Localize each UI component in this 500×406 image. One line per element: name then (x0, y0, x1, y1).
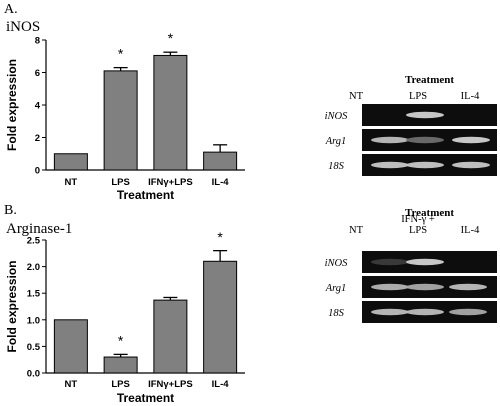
y-tick-label: 0.5 (27, 342, 41, 353)
x-axis-title: Treatment (117, 188, 174, 202)
lane-label: NT (349, 225, 364, 236)
y-tick-label: 0 (35, 166, 40, 177)
gel-band (406, 308, 444, 316)
chart-inos: 0 2 4 6 8 NT * LPS * IFNγ+LPS IL-4 Treatment Fold ex… (5, 30, 245, 202)
bar (153, 54, 188, 171)
bar (53, 153, 88, 171)
y-tick-label: 1.5 (27, 289, 41, 300)
gel-band (406, 111, 444, 119)
panel-letter-b: B. (4, 203, 17, 218)
y-axis-title: Fold expression (5, 59, 19, 151)
lane-label: LPS (409, 91, 427, 102)
gel-band (371, 308, 409, 316)
lane-label: IL-4 (461, 225, 480, 236)
gel-row-label: Arg1 (325, 136, 347, 147)
gel-band (406, 258, 444, 266)
bar (103, 70, 138, 171)
gel-band (449, 308, 487, 316)
category-label: LPS (111, 379, 129, 390)
gel-row-label: 18S (328, 308, 345, 319)
gel-row-label: 18S (328, 161, 345, 172)
y-tick-label: 4 (35, 101, 41, 112)
gel-row-label: iNOS (325, 258, 349, 269)
chart-arginase: 0.0 0.5 1.0 1.5 2.0 2.5 NT * LPS IFNγ+LPS * IL-4 Tre… (5, 229, 245, 405)
bar (153, 299, 188, 374)
gel-row-label: Arg1 (325, 283, 347, 294)
gel-band (406, 283, 444, 291)
y-tick-label: 1.0 (27, 315, 40, 326)
y-tick-label: 8 (35, 36, 40, 47)
category-label: IL-4 (212, 379, 230, 390)
bar (103, 356, 138, 374)
gel-band (452, 136, 490, 144)
gel-header: Treatment (405, 74, 454, 86)
gel-band (406, 161, 444, 169)
lane-label: NT (349, 91, 364, 102)
lane-label: IL-4 (461, 91, 480, 102)
category-label: IFNγ+LPS (148, 177, 193, 188)
panel-letter-a: A. (4, 2, 18, 17)
y-tick-label: 2.5 (27, 236, 41, 247)
gel-row-label: iNOS (325, 111, 349, 122)
gel-band (452, 161, 490, 169)
x-axis-title: Treatment (117, 391, 174, 405)
significance-star: * (217, 229, 223, 245)
category-label: LPS (111, 177, 129, 188)
y-axis-title: Fold expression (5, 260, 19, 352)
y-tick-label: 0.0 (27, 369, 40, 380)
gel-panel-a: Treatment NT LPS IL-4 iNOS Arg1 18S (325, 74, 497, 176)
gel-band (371, 136, 409, 144)
significance-star: * (168, 30, 174, 46)
gel-band (406, 136, 444, 144)
gel-band (449, 283, 487, 291)
gel-band (371, 283, 409, 291)
bar (203, 260, 238, 374)
category-label: IL-4 (212, 177, 230, 188)
category-label: NT (65, 177, 78, 188)
y-tick-label: 2 (35, 133, 40, 144)
significance-star: * (118, 46, 124, 62)
category-label: NT (65, 379, 78, 390)
bar (203, 151, 238, 171)
category-label: IFNγ+LPS (148, 379, 193, 390)
gel-panel-b: Treatment NT IFN-γ + LPS IL-4 iNOS Arg1 18S (325, 207, 497, 323)
lane-label: IFN-γ + LPS (401, 214, 435, 236)
panel-b-gene-title: Arginase-1 (6, 221, 72, 237)
panel-a-gene-title: iNOS (6, 19, 40, 35)
y-tick-label: 6 (35, 68, 40, 79)
gel-header: Treatment (405, 207, 454, 219)
significance-star: * (118, 332, 124, 348)
y-tick-label: 2.0 (27, 262, 40, 273)
gel-band (371, 258, 409, 266)
gel-band (371, 161, 409, 169)
bar (53, 319, 88, 374)
